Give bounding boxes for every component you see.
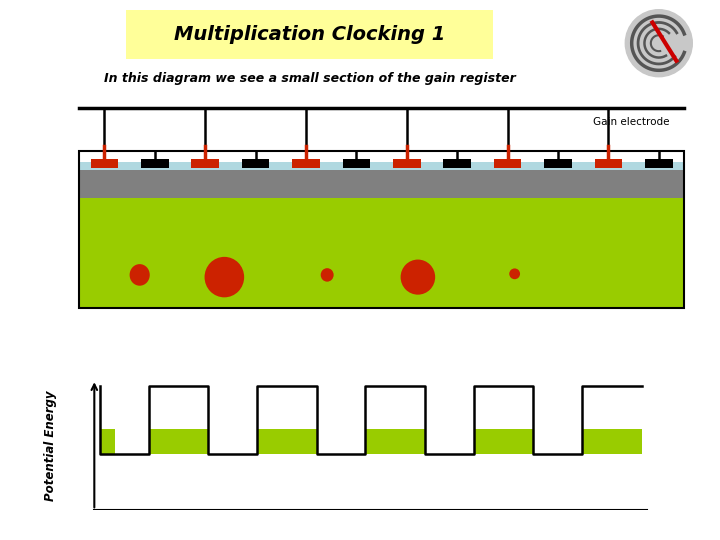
Bar: [100, 429, 114, 454]
Bar: [91, 159, 118, 167]
Bar: [365, 429, 425, 454]
Bar: [292, 159, 320, 167]
Bar: [257, 429, 317, 454]
Bar: [192, 159, 219, 167]
Bar: [141, 159, 168, 167]
Bar: [79, 162, 684, 170]
Bar: [79, 170, 684, 198]
Bar: [645, 159, 672, 167]
Text: Gain electrode: Gain electrode: [593, 117, 670, 127]
Ellipse shape: [130, 264, 150, 286]
Text: Potential Energy: Potential Energy: [44, 390, 57, 501]
Ellipse shape: [400, 260, 435, 295]
Bar: [444, 159, 471, 167]
Bar: [595, 159, 622, 167]
FancyBboxPatch shape: [126, 10, 493, 59]
Bar: [79, 151, 684, 308]
Text: In this diagram we see a small section of the gain register: In this diagram we see a small section o…: [104, 72, 516, 85]
Bar: [393, 159, 420, 167]
Bar: [582, 429, 642, 454]
Bar: [474, 429, 534, 454]
Bar: [494, 159, 521, 167]
Ellipse shape: [509, 268, 520, 279]
Circle shape: [625, 10, 693, 77]
Bar: [79, 198, 684, 308]
Ellipse shape: [320, 268, 333, 282]
Bar: [343, 159, 370, 167]
Bar: [242, 159, 269, 167]
Bar: [149, 429, 208, 454]
Bar: [544, 159, 572, 167]
Ellipse shape: [204, 257, 244, 298]
Text: Multiplication Clocking 1: Multiplication Clocking 1: [174, 24, 445, 44]
